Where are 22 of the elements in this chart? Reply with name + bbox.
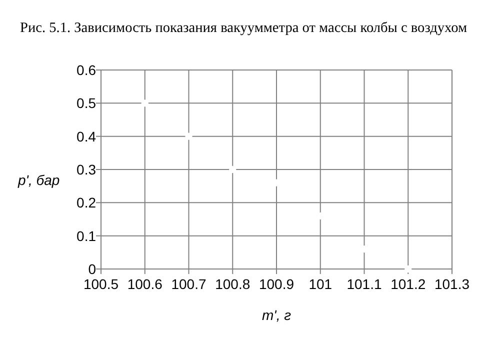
- y-tick-label: 0.2: [76, 194, 96, 211]
- y-tick-label: 0: [88, 261, 96, 277]
- x-axis-title: m', г: [262, 307, 292, 323]
- x-tick-label: 100.9: [258, 276, 294, 292]
- y-tick-label: 0.1: [76, 228, 96, 244]
- x-tick-label: 100.8: [215, 276, 250, 292]
- x-tick-label: 101.3: [434, 276, 470, 292]
- y-tick-label: 0.5: [76, 95, 96, 112]
- y-axis-title: p', бар: [17, 172, 60, 188]
- x-tick-label: 100.7: [171, 276, 206, 292]
- x-tick-label: 101.2: [390, 276, 426, 292]
- chart-title: Рис. 5.1. Зависимость показания вакуумметра от массы колбы с воздухом: [20, 20, 468, 36]
- y-tick-label: 0.6: [76, 62, 96, 78]
- y-tick-label: 0.3: [76, 162, 96, 178]
- point: [185, 132, 192, 140]
- point: [229, 166, 236, 174]
- x-tick-label: 101: [308, 276, 332, 292]
- x-tick-label: 100.5: [83, 276, 119, 292]
- y-tick-label: 0.4: [76, 128, 96, 144]
- x-tick-label: 100.6: [127, 276, 163, 292]
- point: [141, 100, 148, 107]
- x-tick-label: 101.1: [346, 276, 382, 292]
